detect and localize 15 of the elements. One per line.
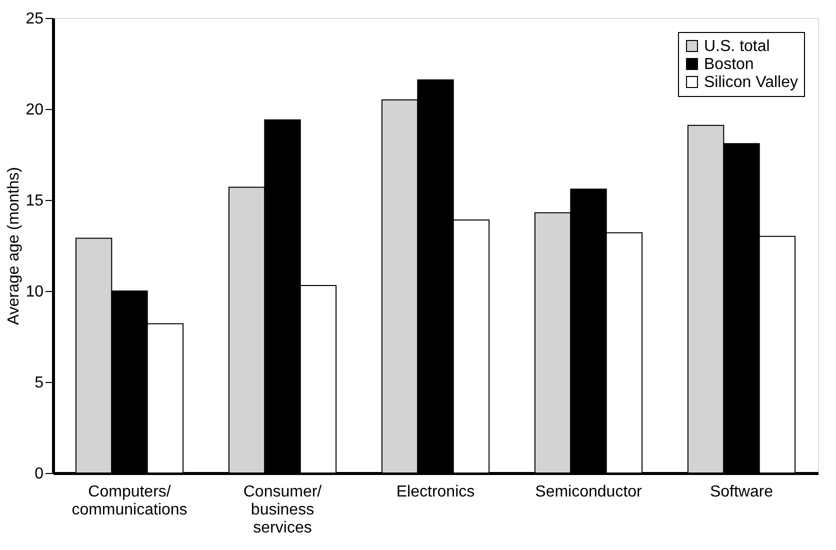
x-tick-label: Electronics (396, 484, 475, 500)
legend-label: Silicon Valley (704, 74, 798, 91)
y-tick-label: 15 (26, 192, 44, 210)
x-tick-label: Semiconductor (535, 484, 643, 500)
legend-label: Boston (704, 56, 754, 73)
legend-label: U.S. total (704, 38, 770, 55)
y-tick-label: 5 (34, 374, 44, 392)
y-tick-label: 20 (26, 102, 44, 118)
x-tick-label: Software (710, 484, 774, 500)
y-tick-label: 0 (34, 466, 44, 482)
y-axis-title: Average age (months) (6, 166, 23, 326)
y-tick-label: 25 (26, 10, 44, 28)
x-tick-label: Computers/ communications (72, 484, 188, 518)
x-tick-label: Consumer/ business services (243, 484, 322, 536)
y-tick-label: 10 (26, 284, 44, 300)
